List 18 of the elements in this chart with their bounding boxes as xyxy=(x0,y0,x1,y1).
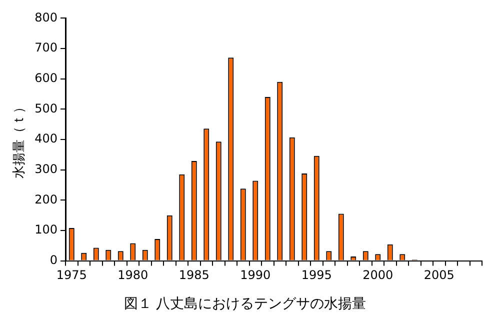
y-tick-label: 100 xyxy=(34,222,58,237)
x-tick-label: 1995 xyxy=(301,268,332,282)
x-tick-label: 1990 xyxy=(240,268,271,282)
y-axis-title: 水揚量（ｔ） xyxy=(12,100,28,178)
y-tick-label: 800 xyxy=(34,10,58,24)
x-tick-label: 2005 xyxy=(424,268,454,282)
y-tick-label: 0 xyxy=(50,252,58,267)
x-tick-label: 2000 xyxy=(362,268,394,282)
x-tick-label: 1980 xyxy=(118,268,148,282)
y-tick-label: 500 xyxy=(34,101,58,116)
y-tick-label: 700 xyxy=(34,40,58,55)
text: 図１ 八丈島におけるテングサの水揚量 xyxy=(124,296,366,312)
y-tick-label: 300 xyxy=(34,162,58,176)
y-tick-label: 600 xyxy=(34,70,58,85)
y-tick-label: 400 xyxy=(34,132,58,146)
x-tick-label: 1985 xyxy=(178,268,210,282)
x-tick-label: 1975 xyxy=(56,268,87,282)
y-tick-label: 200 xyxy=(34,192,58,206)
